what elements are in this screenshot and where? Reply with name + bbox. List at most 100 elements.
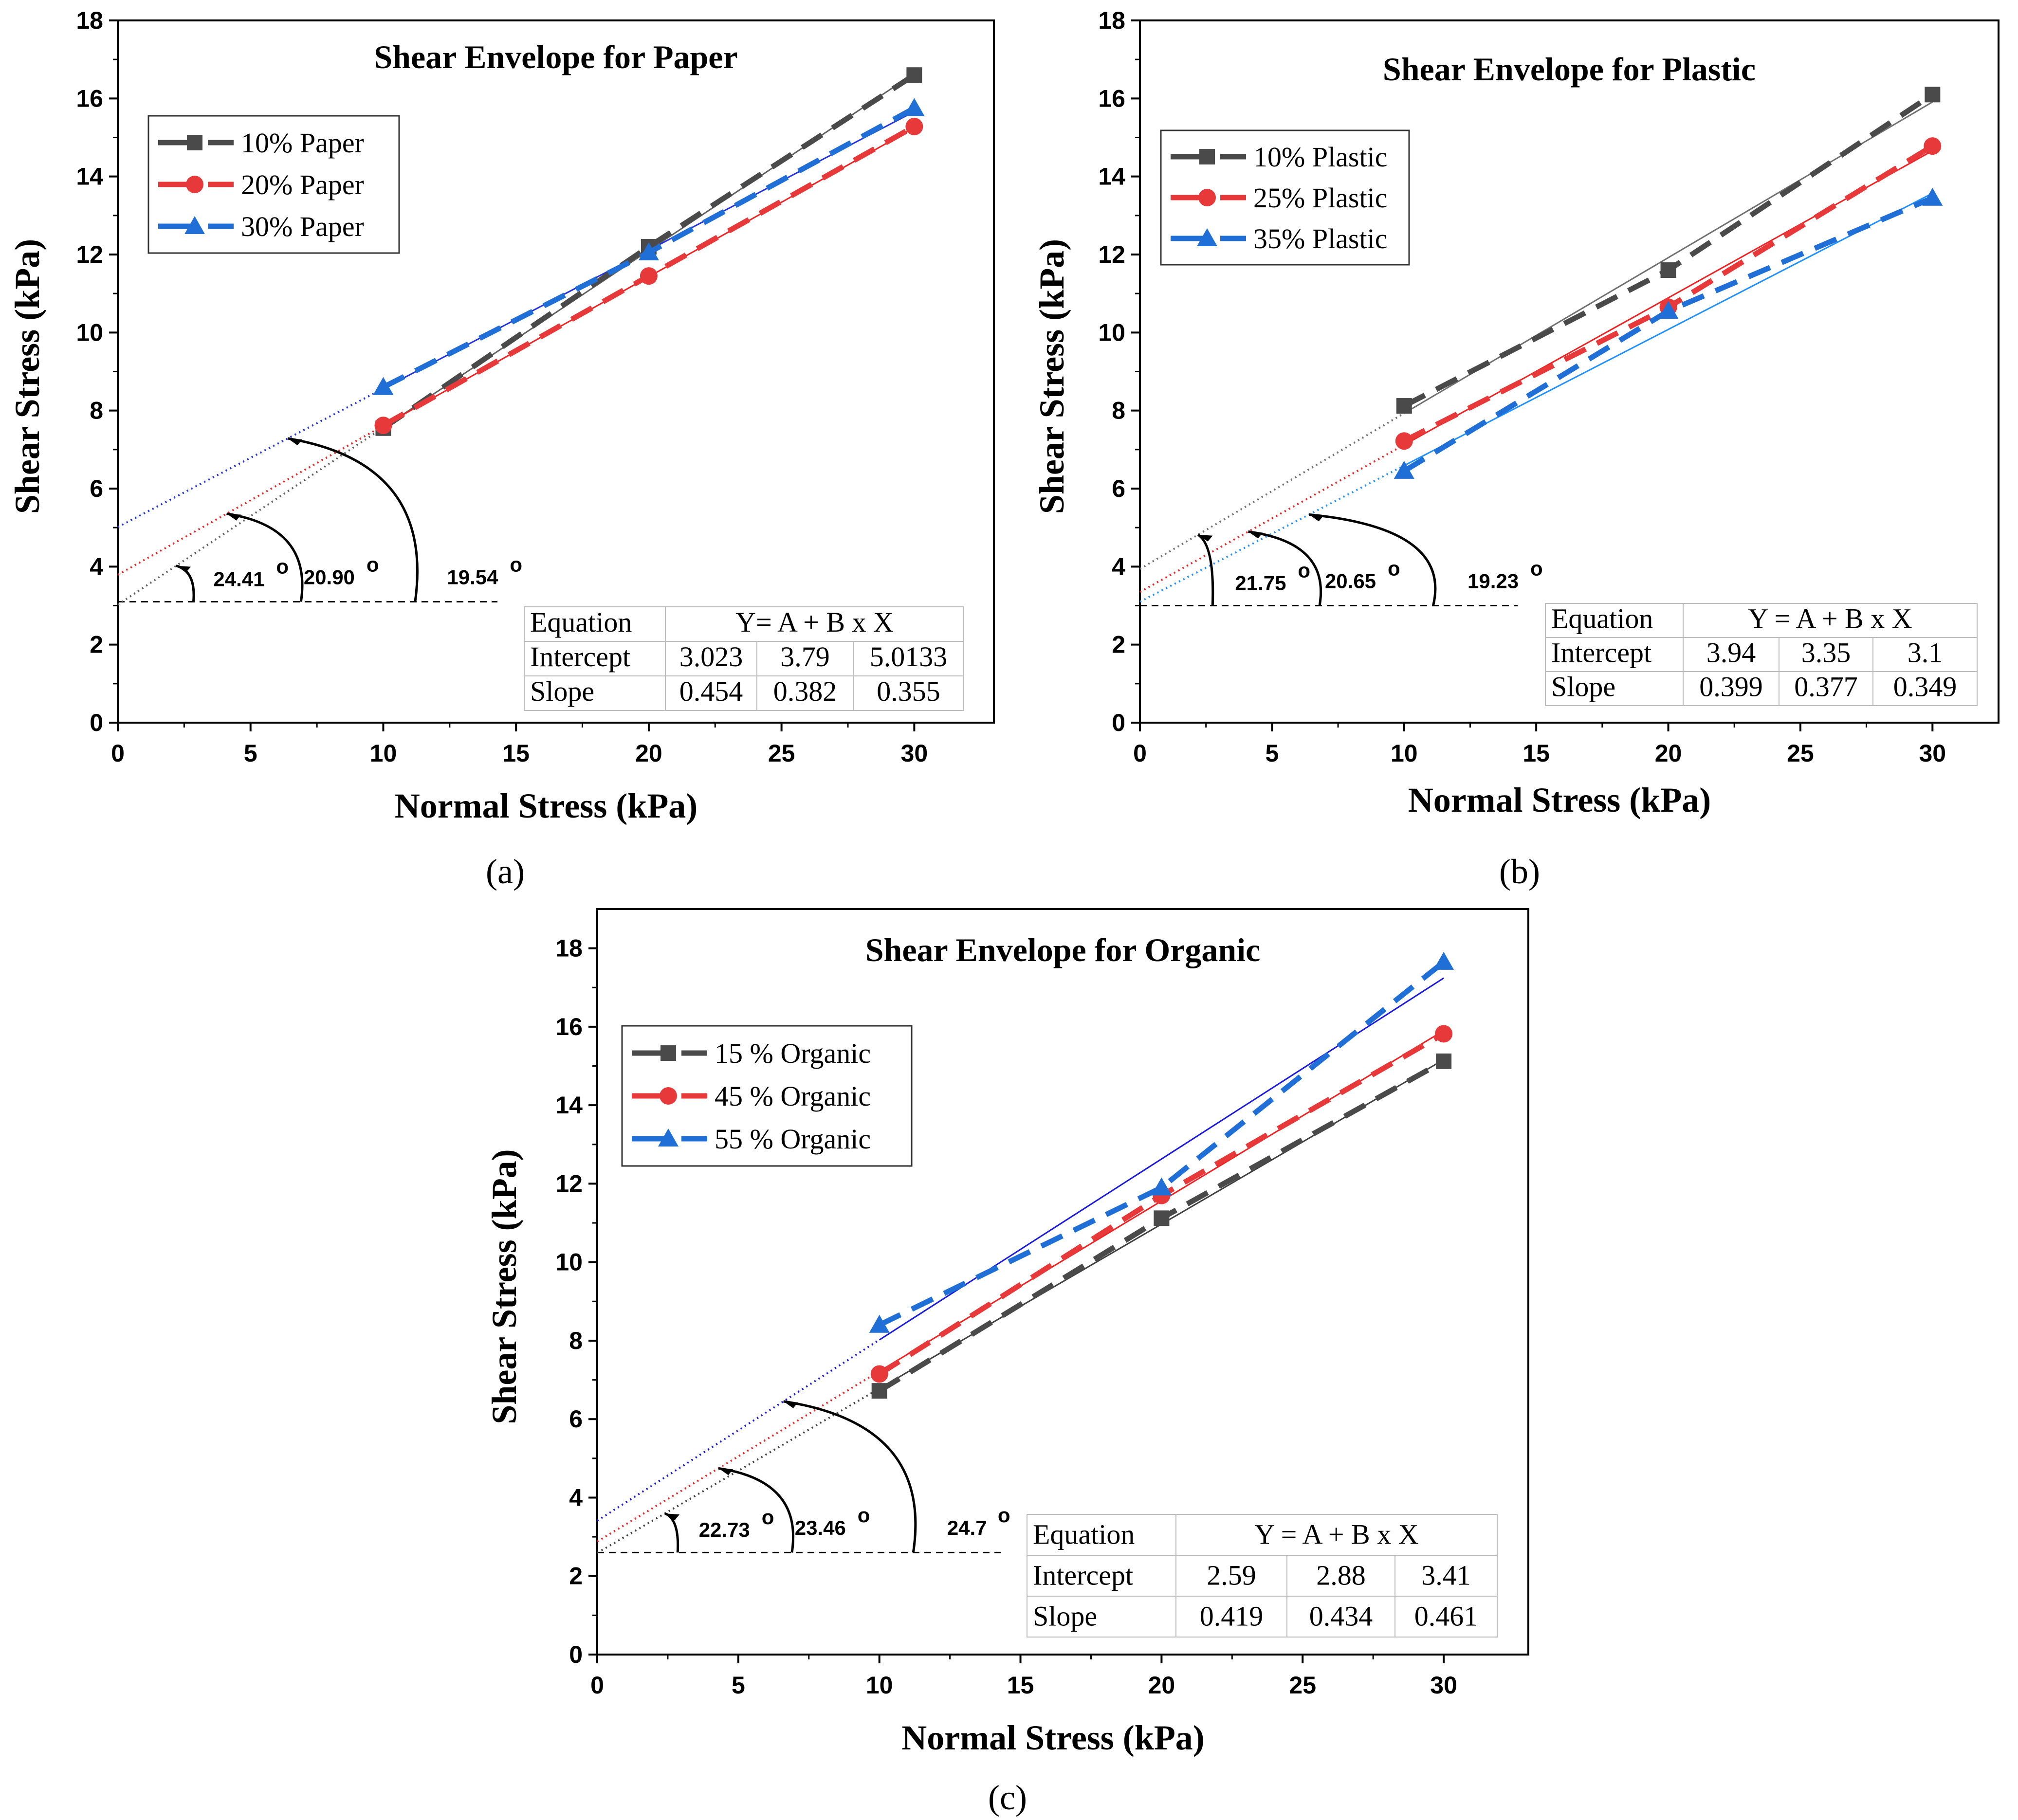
data-point-1-2 (1435, 1025, 1453, 1043)
legend-label-1: 20% Paper (241, 169, 364, 200)
legend-marker-0 (660, 1045, 676, 1061)
data-point-2-1 (1658, 301, 1679, 319)
fit-line-1 (1404, 150, 1933, 446)
x-tick-label: 15 (502, 740, 530, 767)
legend-label-0: 15 % Organic (715, 1037, 871, 1069)
table-cell: 0.454 (679, 675, 743, 707)
legend-label-0: 10% Plastic (1253, 141, 1387, 173)
angle-arc-0 (1197, 533, 1214, 606)
y-tick-label: 4 (90, 553, 103, 580)
data-point-1-1 (640, 267, 658, 285)
chart-title: Shear Envelope for Organic (865, 931, 1261, 968)
data-point-0-2 (1436, 1053, 1452, 1069)
y-tick-label: 2 (90, 631, 103, 658)
y-tick-label: 12 (1098, 241, 1125, 268)
legend-label-2: 35% Plastic (1253, 223, 1387, 255)
y-tick-label: 18 (555, 935, 583, 962)
x-tick-label: 30 (1919, 740, 1946, 767)
data-point-2-2 (1433, 951, 1454, 970)
y-tick-label: 16 (76, 85, 103, 112)
angle-arrowhead-2 (783, 1401, 798, 1408)
table-cell: Intercept (530, 641, 630, 673)
y-tick-label: 0 (90, 709, 103, 736)
table-header-cell: Equation (1033, 1518, 1135, 1550)
panel-caption: (a) (486, 852, 525, 891)
data-point-0-1 (1660, 262, 1676, 278)
y-axis-label: Shear Stress (kPa) (8, 239, 47, 514)
equation-table (524, 606, 964, 711)
table-cell: 5.0133 (870, 641, 948, 673)
fit-extension-2 (117, 387, 384, 528)
x-tick-label: 10 (866, 1672, 893, 1699)
equation-table (1027, 1514, 1498, 1638)
y-tick-label: 18 (76, 7, 103, 34)
x-axis-label: Normal Stress (kPa) (395, 786, 698, 825)
data-point-1-0 (374, 417, 392, 435)
table-cell: 0.399 (1699, 671, 1763, 702)
angle-arc-2 (783, 1400, 917, 1553)
angle-label-1: 23.46 (795, 1516, 846, 1539)
fit-extension-1 (117, 425, 384, 576)
angle-label-0: 21.75 (1235, 571, 1286, 594)
series-line-2 (1402, 195, 1934, 473)
equation-table (1545, 603, 1978, 706)
series-line-1 (1403, 144, 1934, 444)
fit-extension-1 (1139, 444, 1405, 593)
chart-panel-a: 0 5 10 15 20 25 30 0 2 4 6 8 10 12 14 16 18 Normal Stress… (8, 7, 995, 891)
legend-label-0: 10% Paper (241, 127, 364, 159)
legend-marker-1 (1198, 189, 1216, 206)
y-tick-label: 4 (1112, 553, 1125, 580)
angle-arc-2 (1309, 513, 1437, 606)
y-tick-label: 10 (1098, 319, 1125, 346)
data-point-2-2 (1922, 187, 1943, 206)
x-tick-label: 15 (1523, 740, 1550, 767)
x-tick-label: 0 (1133, 740, 1147, 767)
angle-label-0: 24.41 (213, 567, 264, 590)
y-tick-label: 14 (555, 1092, 583, 1119)
x-tick-label: 20 (1148, 1672, 1175, 1699)
legend-marker-1 (186, 176, 203, 193)
y-axis-label: Shear Stress (kPa) (1032, 239, 1071, 514)
y-tick-label: 2 (1112, 631, 1125, 658)
x-tick-label: 5 (244, 740, 257, 767)
table-cell: 0.349 (1893, 671, 1957, 702)
data-point-1-2 (905, 118, 923, 136)
x-tick-label: 15 (1007, 1672, 1034, 1699)
legend-label-1: 25% Plastic (1253, 182, 1387, 214)
angle-label-0: 22.73 (699, 1518, 750, 1541)
table-cell: 3.35 (1801, 637, 1851, 668)
angle-arc-1 (1248, 530, 1322, 606)
chart-panel-b: 0 5 10 15 20 25 30 0 2 4 6 8 10 12 14 16 18 Normal Stress… (1032, 7, 2000, 891)
fit-extension-0 (1139, 412, 1405, 570)
plot-frame (596, 908, 1529, 1656)
data-point-2-0 (869, 1314, 890, 1333)
x-axis-label: Normal Stress (kPa) (1408, 781, 1711, 819)
x-tick-label: 20 (1655, 740, 1682, 767)
y-tick-label: 6 (1112, 475, 1125, 502)
legend-marker-0 (187, 135, 202, 150)
x-tick-label: 25 (768, 740, 795, 767)
angle-arrowhead-0 (1198, 534, 1213, 542)
x-tick-label: 10 (1391, 740, 1418, 767)
table-cell: Intercept (1551, 637, 1651, 668)
y-tick-label: 14 (76, 163, 103, 190)
series-line-0 (878, 1059, 1445, 1393)
angle-label-2: 19.23 (1468, 569, 1519, 592)
series-line-0 (1403, 92, 1934, 408)
angle-label-2: 24.7 (947, 1516, 987, 1539)
x-tick-label: 0 (111, 740, 125, 767)
legend-label-2: 30% Paper (241, 211, 364, 242)
angle-label-1: 20.65 (1325, 569, 1376, 592)
table-header-cell: Equation (1551, 602, 1653, 634)
table-cell: 3.79 (780, 641, 830, 673)
table-cell: 3.41 (1421, 1559, 1471, 1591)
fit-extension-2 (596, 1339, 880, 1522)
degree-symbol-0: o (762, 1506, 774, 1529)
table-cell: Slope (530, 675, 594, 707)
angle-arrowhead-1 (1248, 531, 1263, 539)
x-tick-label: 20 (635, 740, 662, 767)
legend-label-2: 55 % Organic (715, 1123, 871, 1155)
table-cell: 0.419 (1200, 1600, 1264, 1632)
table-cell: 3.023 (679, 641, 743, 673)
